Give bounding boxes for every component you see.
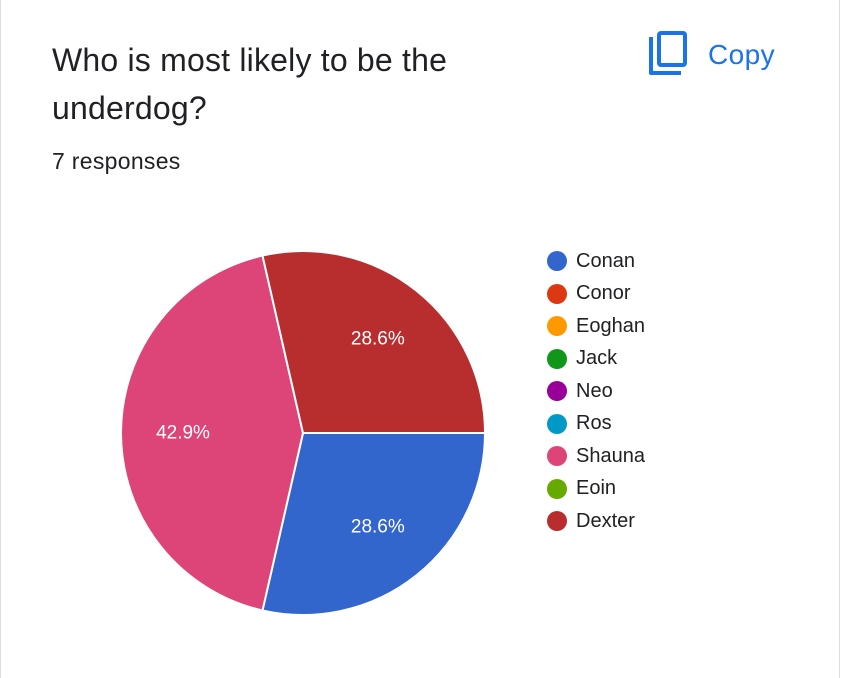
- legend-swatch: [547, 316, 567, 337]
- legend-label: Conan: [576, 249, 635, 272]
- legend-swatch: [547, 251, 567, 272]
- legend-item-eoghan[interactable]: Eoghan: [547, 310, 645, 343]
- chart-legend: Conan Conor Eoghan Jack Neo Ros Shauna E…: [547, 245, 645, 538]
- legend-swatch: [547, 348, 567, 369]
- legend-swatch: [547, 381, 567, 402]
- legend-swatch: [547, 446, 567, 467]
- slice-label-dexter: 28.6%: [351, 329, 405, 350]
- legend-item-shauna[interactable]: Shauna: [547, 440, 645, 473]
- legend-item-ros[interactable]: Ros: [547, 408, 645, 441]
- legend-item-dexter[interactable]: Dexter: [547, 505, 645, 538]
- legend-swatch: [547, 511, 567, 532]
- slice-label-conan: 28.6%: [351, 516, 405, 537]
- slice-label-shauna: 42.9%: [156, 423, 210, 444]
- legend-label: Shauna: [576, 444, 645, 467]
- response-count: 7 responses: [52, 148, 181, 174]
- pie-slice-conan[interactable]: [261, 432, 487, 616]
- legend-swatch: [547, 413, 567, 434]
- legend-item-eoin[interactable]: Eoin: [547, 473, 645, 506]
- legend-label: Eoghan: [576, 314, 645, 337]
- legend-item-neo[interactable]: Neo: [547, 375, 645, 408]
- copy-button[interactable]: Copy: [648, 30, 775, 80]
- legend-label: Jack: [576, 347, 618, 370]
- legend-swatch: [547, 478, 567, 499]
- legend-swatch: [547, 283, 567, 304]
- copy-label: Copy: [708, 39, 775, 70]
- legend-label: Dexter: [576, 509, 635, 532]
- legend-label: Neo: [576, 379, 613, 402]
- legend-item-conan[interactable]: Conan: [547, 245, 645, 278]
- legend-label: Eoin: [576, 477, 617, 500]
- pie-slice-shauna[interactable]: [119, 254, 305, 612]
- pie-slice-dexter[interactable]: [261, 250, 487, 434]
- legend-label: Ros: [576, 412, 612, 435]
- question-title: Who is most likely to be the underdog?: [52, 42, 448, 126]
- legend-item-jack[interactable]: Jack: [547, 343, 645, 376]
- copy-icon: [648, 30, 688, 81]
- legend-item-conor[interactable]: Conor: [547, 278, 645, 311]
- legend-label: Conor: [576, 282, 631, 305]
